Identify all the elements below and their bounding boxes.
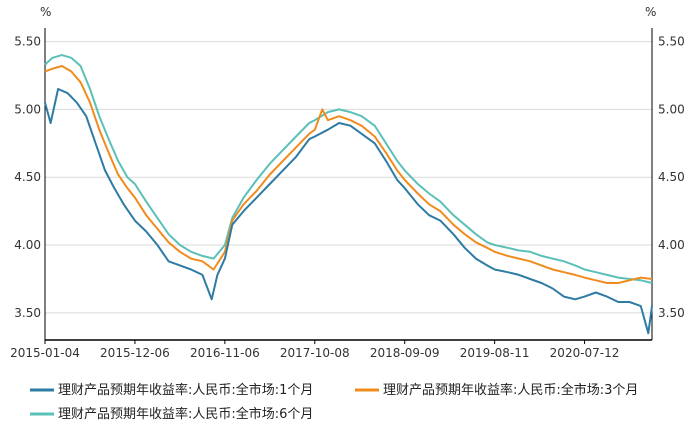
y-tick-label-left: 4.50 <box>14 170 41 184</box>
x-tick-label: 2017-10-08 <box>280 346 350 360</box>
y-tick-label-right: 4.50 <box>658 170 685 184</box>
y-tick-label-left: 4.00 <box>14 238 41 252</box>
legend-label: 理财产品预期年收益率:人民币:全市场:6个月 <box>58 406 313 422</box>
y-tick-label-left: 5.00 <box>14 102 41 116</box>
y-tick-label-right: 5.50 <box>658 35 685 49</box>
legend-label: 理财产品预期年收益率:人民币:全市场:3个月 <box>383 382 638 398</box>
series-line-2 <box>44 65 653 284</box>
series-line-3 <box>44 54 653 284</box>
y-tick-label-right: 5.00 <box>658 102 685 116</box>
series-line-1 <box>44 88 653 335</box>
x-tick-label: 2019-08-11 <box>460 346 530 360</box>
y-axis-unit-right: % <box>645 5 656 19</box>
legend: 理财产品预期年收益率:人民币:全市场:1个月 理财产品预期年收益率:人民币:全市场… <box>30 382 638 422</box>
y-tick-label-left: 3.50 <box>14 306 41 320</box>
y-axis-unit-left: % <box>40 5 51 19</box>
series-layer <box>44 54 653 335</box>
gridlines <box>45 41 652 314</box>
axes: 3.50 3.50 4.00 4.00 4.50 4.50 5.00 5.00 5.50 5.50… <box>10 28 685 360</box>
y-tick-label-right: 3.50 <box>658 306 685 320</box>
x-tick-label: 2018-09-09 <box>370 346 440 360</box>
y-tick-label-left: 5.50 <box>14 35 41 49</box>
legend-label: 理财产品预期年收益率:人民币:全市场:1个月 <box>58 382 313 398</box>
x-tick-label: 2020-07-12 <box>550 346 620 360</box>
x-tick-label: 2016-11-06 <box>190 346 260 360</box>
x-tick-label: 2015-12-06 <box>100 346 170 360</box>
x-tick-label: 2015-01-04 <box>10 346 80 360</box>
y-tick-label-right: 4.00 <box>658 238 685 252</box>
